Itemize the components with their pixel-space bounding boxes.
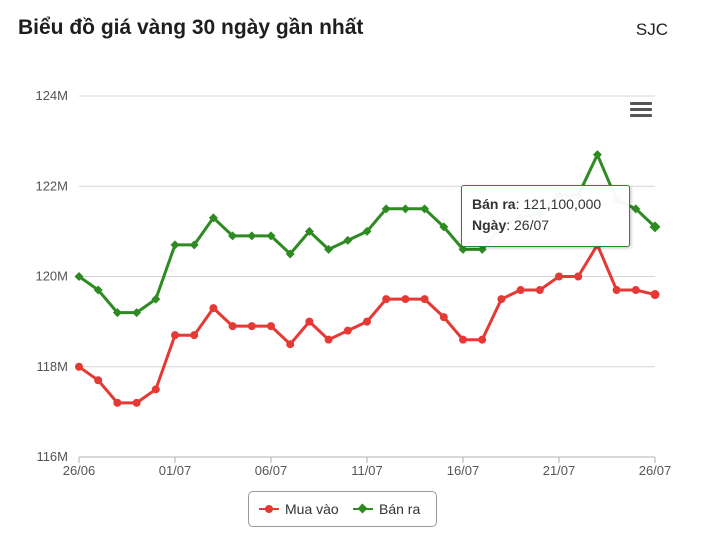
data-point <box>516 286 525 295</box>
data-point <box>170 240 180 250</box>
data-point <box>363 317 371 326</box>
data-point <box>650 290 660 300</box>
data-point <box>190 331 199 340</box>
data-point <box>555 272 563 281</box>
tooltip-value: 121,100,000 <box>523 196 602 212</box>
data-point <box>324 244 334 254</box>
legend-item-mua-vao[interactable]: Mua vào <box>259 492 339 526</box>
data-point <box>132 398 141 407</box>
data-point <box>209 304 218 313</box>
tooltip-date: 26/07 <box>514 217 550 233</box>
data-point <box>286 340 295 349</box>
data-point <box>343 326 352 335</box>
data-point <box>171 331 179 340</box>
data-point <box>247 322 256 331</box>
data-point <box>151 385 160 394</box>
data-point <box>477 244 487 254</box>
hamburger-menu-icon[interactable] <box>628 100 654 122</box>
data-point <box>649 221 661 233</box>
legend-swatch-mua-vao <box>259 502 279 516</box>
tooltip-date-label: Ngày <box>472 217 507 233</box>
chart-legend: Mua vào Bán ra <box>248 491 437 527</box>
data-point <box>228 231 238 241</box>
brand-label: SJC <box>635 20 668 39</box>
data-point <box>574 272 583 281</box>
data-point <box>189 240 199 250</box>
data-point <box>113 398 122 407</box>
data-point <box>631 204 641 214</box>
data-point <box>592 150 602 160</box>
data-point <box>266 231 276 241</box>
x-tick-label: 26/07 <box>639 463 672 478</box>
data-point <box>285 249 295 259</box>
data-point <box>247 231 257 241</box>
chart-tooltip: Bán ra: 121,100,000 Ngày: 26/07 <box>461 185 630 247</box>
data-point <box>151 294 161 304</box>
data-point <box>497 295 506 304</box>
data-point <box>420 295 429 304</box>
tooltip-date-row: Ngày: 26/07 <box>472 217 550 233</box>
data-point <box>267 322 275 331</box>
data-point <box>324 335 333 344</box>
y-tick-label: 122M <box>35 178 68 193</box>
data-point <box>74 272 84 281</box>
data-point <box>439 222 449 232</box>
x-tick-label: 01/07 <box>159 463 192 478</box>
data-point <box>132 308 142 318</box>
data-point <box>112 308 122 318</box>
data-point <box>535 286 544 295</box>
x-tick-label: 16/07 <box>447 463 480 478</box>
y-tick-label: 118M <box>36 359 68 374</box>
data-point <box>631 286 640 295</box>
data-point <box>401 295 410 304</box>
data-point <box>612 286 621 295</box>
data-point <box>75 362 83 371</box>
chart-title: Biểu đồ giá vàng 30 ngày gần nhất <box>18 16 364 39</box>
data-point <box>458 244 468 254</box>
data-point <box>304 226 314 236</box>
y-tick-label: 116M <box>36 449 68 464</box>
legend-label-ban-ra: Bán ra <box>379 501 421 517</box>
data-point <box>362 226 372 236</box>
x-tick-label: 26/06 <box>63 463 96 478</box>
legend-item-ban-ra[interactable]: Bán ra <box>353 492 420 526</box>
data-point <box>478 335 487 344</box>
legend-swatch-ban-ra <box>353 502 373 516</box>
data-point <box>93 285 103 295</box>
data-point <box>400 204 410 214</box>
data-point <box>305 317 314 326</box>
data-point <box>228 322 237 331</box>
x-tick-label: 11/07 <box>351 463 383 478</box>
data-point <box>208 213 218 223</box>
y-tick-label: 124M <box>35 88 68 103</box>
data-point <box>420 204 430 214</box>
x-tick-label: 21/07 <box>543 463 576 478</box>
data-point <box>382 295 391 304</box>
data-point <box>94 376 103 385</box>
y-tick-label: 120M <box>35 269 68 284</box>
data-point <box>343 235 353 245</box>
tooltip-value-row: Bán ra: 121,100,000 <box>472 196 602 212</box>
data-point <box>439 313 448 322</box>
x-tick-label: 06/07 <box>255 463 288 478</box>
data-point <box>459 335 467 344</box>
data-point <box>381 204 391 214</box>
tooltip-series-label: Bán ra <box>472 196 516 212</box>
legend-label-mua-vao: Mua vào <box>285 501 339 517</box>
